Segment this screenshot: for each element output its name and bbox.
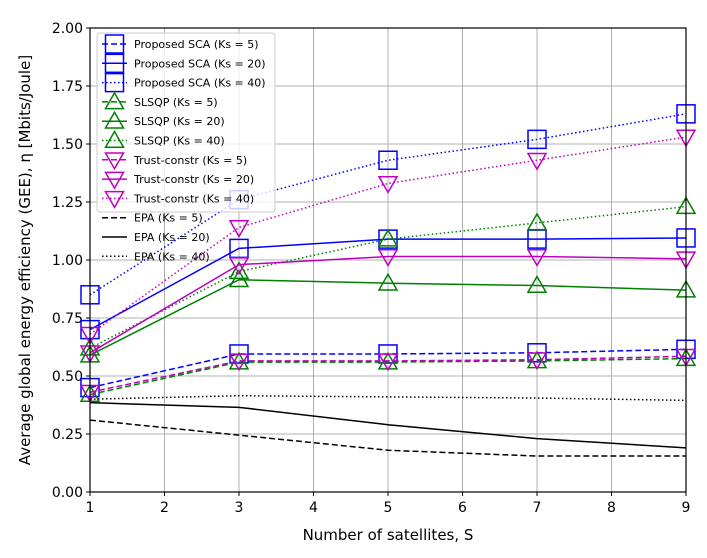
legend-item: SLSQP (Ks = 20): [102, 110, 225, 129]
legend-item: EPA (Ks = 5): [102, 212, 203, 225]
legend-label: Trust-constr (Ks = 5): [133, 154, 247, 167]
x-tick-label: 1: [86, 500, 95, 516]
series-10: [89, 401, 687, 449]
legend-marker: [104, 53, 125, 74]
series-9: [89, 419, 686, 457]
legend-marker: [104, 129, 125, 148]
legend-label: EPA (Ks = 40): [134, 250, 210, 263]
series-line: [89, 355, 687, 393]
y-tick-label: 2.00: [52, 21, 83, 37]
y-tick-label: 0.25: [52, 427, 83, 443]
data-point: [526, 352, 548, 371]
legend-item: SLSQP (Ks = 40): [102, 129, 225, 148]
y-axis-label: Average global energy efficiency (GEE), …: [16, 55, 34, 465]
data-point: [526, 212, 548, 231]
series-line: [89, 278, 687, 356]
data-point: [377, 175, 399, 194]
series-group: [79, 104, 697, 457]
x-tick-label: 6: [458, 500, 467, 516]
legend-label: EPA (Ks = 5): [134, 212, 203, 225]
series-7: [79, 249, 697, 364]
data-point: [526, 152, 548, 171]
legend-item: EPA (Ks = 40): [102, 250, 210, 263]
data-point: [228, 220, 250, 239]
legend-item: Proposed SCA (Ks = 5): [102, 34, 259, 54]
y-tick-label: 1.25: [52, 195, 83, 211]
y-tick-label: 1.75: [52, 79, 83, 95]
legend-label: SLSQP (Ks = 20): [134, 115, 225, 128]
legend-label: Proposed SCA (Ks = 40): [134, 77, 266, 90]
legend-marker: [104, 171, 125, 190]
data-point: [377, 249, 399, 268]
legend-item: SLSQP (Ks = 5): [102, 91, 218, 110]
legend-marker: [104, 91, 125, 110]
series-line: [89, 357, 687, 396]
x-tick-label: 7: [533, 500, 542, 516]
data-point: [377, 228, 399, 247]
data-point: [527, 129, 547, 150]
legend-marker: [104, 152, 125, 171]
series-line: [89, 394, 687, 402]
data-point: [228, 261, 250, 280]
y-tick-label: 1.00: [52, 253, 83, 269]
x-tick-label: 9: [682, 500, 691, 516]
legend-item: Proposed SCA (Ks = 20): [102, 53, 266, 74]
data-point: [378, 150, 398, 170]
legend-label: Trust-constr (Ks = 20): [133, 173, 254, 186]
y-tick-label: 0.50: [52, 369, 83, 385]
legend-item: Trust-constr (Ks = 20): [102, 171, 254, 190]
x-tick-label: 8: [607, 500, 616, 516]
legend-item: EPA (Ks = 20): [102, 231, 210, 244]
legend-item: Trust-constr (Ks = 5): [102, 152, 247, 171]
legend: Proposed SCA (Ks = 5) Proposed SCA (Ks = …: [96, 32, 276, 263]
x-tick-label: 4: [309, 500, 318, 516]
legend-marker: [104, 190, 125, 209]
legend-marker: [104, 110, 125, 129]
legend-box: [96, 32, 276, 213]
plot-frame: [89, 27, 687, 493]
legend-label: EPA (Ks = 20): [134, 231, 210, 244]
ticks: 1 2 3 4 5 6 7 8 9 0.00 0.25 0.50 0.75 1.00 1.25 1.50 1.7…: [52, 21, 691, 516]
legend-item: Trust-constr (Ks = 40): [102, 190, 254, 209]
x-tick-label: 2: [160, 500, 169, 516]
data-point: [228, 353, 250, 372]
x-axis-label: Number of satellites, S: [303, 526, 474, 544]
y-tick-label: 0.75: [52, 311, 83, 327]
data-point: [526, 249, 548, 268]
data-point: [377, 272, 399, 291]
legend-label: SLSQP (Ks = 5): [134, 96, 218, 109]
legend-label: Proposed SCA (Ks = 20): [134, 57, 266, 70]
legend-label: Trust-constr (Ks = 40): [133, 192, 254, 205]
series-line: [89, 419, 686, 457]
legend-item: Proposed SCA (Ks = 40): [102, 72, 266, 93]
series-11: [89, 394, 687, 402]
data-point: [228, 257, 250, 276]
y-tick-label: 0.00: [52, 485, 83, 501]
legend-label: Proposed SCA (Ks = 5): [134, 38, 259, 51]
data-point: [526, 275, 548, 294]
series-line: [89, 205, 687, 349]
series-line: [89, 401, 687, 449]
x-tick-label: 3: [235, 500, 244, 516]
legend-label: SLSQP (Ks = 40): [134, 135, 225, 148]
x-tick-label: 5: [384, 500, 393, 516]
legend-marker: [104, 34, 125, 54]
y-tick-label: 1.50: [52, 137, 83, 153]
series-line: [89, 255, 687, 354]
data-point: [377, 353, 399, 372]
